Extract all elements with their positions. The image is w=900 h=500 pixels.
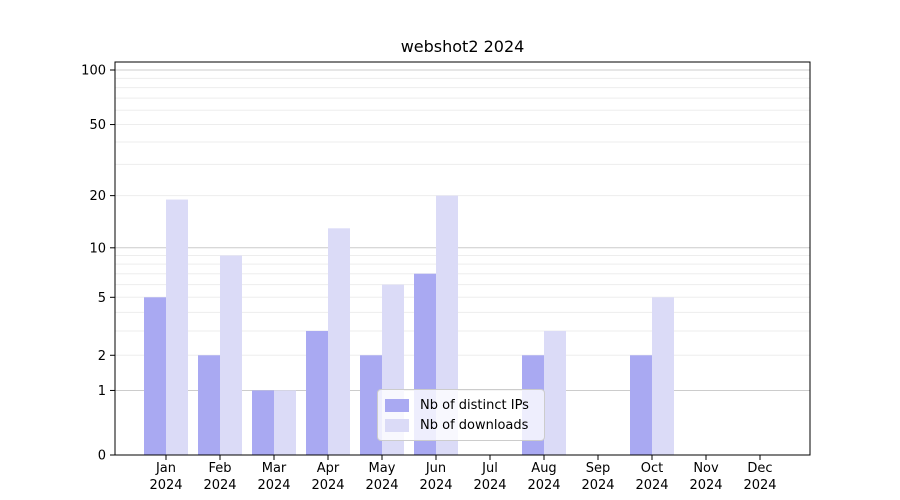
bar-distinct-ips-feb xyxy=(198,355,220,455)
y-tick-label: 20 xyxy=(89,189,106,204)
x-tick-label-year: 2024 xyxy=(149,478,182,493)
x-tick-label-month: Mar xyxy=(262,461,287,476)
x-tick-label-month: Aug xyxy=(531,461,556,476)
bar-distinct-ips-mar xyxy=(252,390,274,455)
x-tick-label-year: 2024 xyxy=(527,478,560,493)
y-tick-label: 2 xyxy=(98,349,106,364)
y-tick-label: 100 xyxy=(81,64,106,79)
bar-distinct-ips-oct xyxy=(630,355,652,455)
legend-label-distinct-ips: Nb of distinct IPs xyxy=(420,398,529,413)
legend-item-distinct-ips: Nb of distinct IPs xyxy=(385,399,536,412)
legend: Nb of distinct IPs Nb of downloads xyxy=(377,389,545,441)
x-tick-label-month: Jul xyxy=(481,461,498,476)
bar-downloads-feb xyxy=(220,255,242,455)
x-tick-label-month: Apr xyxy=(317,461,340,476)
bar-downloads-apr xyxy=(328,228,350,455)
bar-distinct-ips-may xyxy=(360,355,382,455)
x-tick-label-month: May xyxy=(369,461,396,476)
x-tick-label-month: Dec xyxy=(747,461,772,476)
x-tick-label-year: 2024 xyxy=(635,478,668,493)
legend-swatch-downloads xyxy=(385,419,409,432)
y-tick-label: 0 xyxy=(98,449,106,464)
x-tick-label-year: 2024 xyxy=(257,478,290,493)
x-tick-label-year: 2024 xyxy=(419,478,452,493)
x-tick-label-month: Oct xyxy=(641,461,663,476)
bar-distinct-ips-jan xyxy=(144,297,166,455)
y-tick-label: 50 xyxy=(89,118,106,133)
legend-label-downloads: Nb of downloads xyxy=(420,418,529,433)
y-tick-label: 10 xyxy=(89,241,106,256)
x-tick-label-year: 2024 xyxy=(365,478,398,493)
legend-item-downloads: Nb of downloads xyxy=(385,419,536,432)
bar-downloads-aug xyxy=(544,330,566,455)
x-tick-label-year: 2024 xyxy=(743,478,776,493)
chart-title: webshot2 2024 xyxy=(400,37,525,56)
x-tick-label-year: 2024 xyxy=(473,478,506,493)
plot-frame xyxy=(114,61,811,456)
x-tick-label-month: Nov xyxy=(693,461,719,476)
x-tick-label-year: 2024 xyxy=(689,478,722,493)
y-tick-label: 5 xyxy=(98,291,106,306)
x-tick-label-month: Feb xyxy=(208,461,231,476)
x-tick-label-month: Jan xyxy=(155,461,176,476)
x-tick-label-year: 2024 xyxy=(581,478,614,493)
legend-swatch-distinct-ips xyxy=(385,399,409,412)
bar-downloads-jan xyxy=(166,199,188,455)
bar-distinct-ips-apr xyxy=(306,330,328,455)
y-tick-label: 1 xyxy=(98,384,106,399)
bar-downloads-mar xyxy=(274,390,296,455)
x-tick-label-month: Jun xyxy=(425,461,446,476)
x-tick-label-year: 2024 xyxy=(311,478,344,493)
bar-downloads-oct xyxy=(652,297,674,455)
x-tick-label-year: 2024 xyxy=(203,478,236,493)
x-tick-label-month: Sep xyxy=(586,461,611,476)
